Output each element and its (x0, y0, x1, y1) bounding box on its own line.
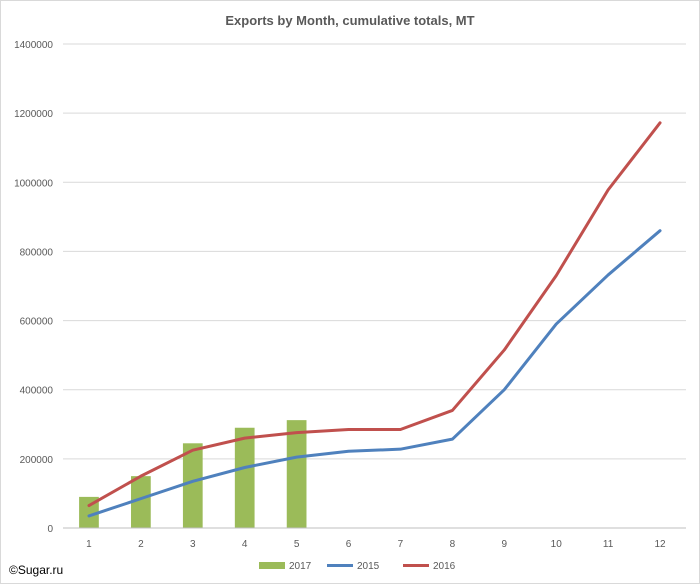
legend-label-2015: 2015 (357, 561, 380, 572)
x-tick-label: 12 (654, 539, 666, 550)
y-tick-label: 800000 (20, 247, 54, 258)
legend-label-2016: 2016 (433, 561, 456, 572)
legend: 2017 2015 2016 (259, 561, 456, 572)
bar-2017-3 (182, 443, 203, 528)
y-tick-label: 600000 (20, 317, 54, 328)
y-tick-label: 1200000 (14, 109, 53, 120)
bar-series-group (79, 420, 307, 528)
x-tick-label: 2 (138, 539, 144, 550)
bar-2017-4 (234, 427, 255, 528)
x-tick-label: 10 (551, 539, 563, 550)
legend-swatch-2017 (259, 562, 285, 569)
y-tick-label: 200000 (20, 455, 54, 466)
line-series-group (87, 121, 662, 518)
x-tick-label: 9 (502, 539, 508, 550)
axes: 0 200000 400000 600000 800000 1000000 1200000 1… (14, 40, 686, 550)
x-tick-label: 7 (398, 539, 404, 550)
y-tick-label: 1000000 (14, 178, 53, 189)
legend-label-2017: 2017 (289, 561, 312, 572)
x-tick-label: 3 (190, 539, 196, 550)
y-tick-label: 0 (47, 524, 53, 535)
chart-title: Exports by Month, cumulative totals, MT (225, 13, 474, 28)
y-tick-label: 400000 (20, 386, 54, 397)
x-tick-label: 6 (346, 539, 352, 550)
line-series-2015 (87, 229, 662, 518)
x-tick-label: 1 (86, 539, 92, 550)
source-label: ©Sugar.ru (9, 563, 63, 577)
bar-2017-2 (131, 476, 151, 528)
x-tick-label: 11 (603, 539, 614, 550)
x-tick-label: 8 (450, 539, 456, 550)
gridlines (63, 43, 686, 460)
x-tick-label: 5 (294, 539, 300, 550)
x-tick-label: 4 (242, 539, 248, 550)
bar-2017-1 (79, 496, 99, 528)
line-series-2016 (87, 121, 662, 508)
y-tick-label: 1400000 (14, 40, 53, 51)
bar-2017-5 (286, 420, 307, 528)
